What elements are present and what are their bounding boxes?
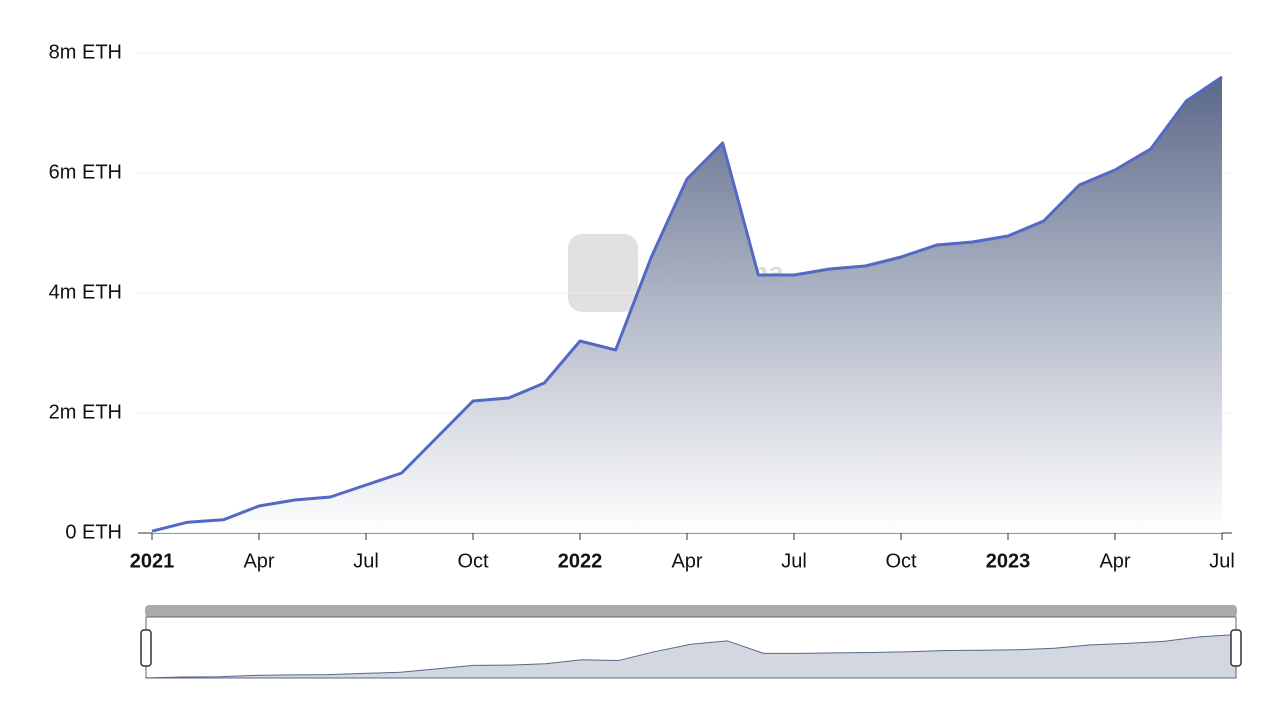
x-tick-label: Apr: [243, 550, 274, 572]
x-tick-label: Apr: [671, 550, 702, 572]
x-tick-label: Jul: [353, 550, 379, 572]
x-tick-label: Apr: [1099, 550, 1130, 572]
y-tick-label: 4m ETH: [49, 281, 122, 303]
x-tick-label: Jul: [781, 550, 807, 572]
area-fill: [152, 77, 1222, 533]
x-tick-label: 2023: [986, 550, 1031, 572]
x-tick-label: 2022: [558, 550, 603, 572]
navigator-bar[interactable]: [145, 605, 1237, 617]
y-tick-label: 6m ETH: [49, 161, 122, 183]
y-tick-label: 2m ETH: [49, 401, 122, 423]
x-tick-label: Oct: [457, 550, 489, 572]
navigator-handle[interactable]: [140, 629, 152, 667]
line: [151, 75, 1223, 533]
y-tick-label: 8m ETH: [49, 41, 122, 63]
y-tick-label: 0 ETH: [65, 521, 122, 543]
x-tick-label: Jul: [1209, 550, 1235, 572]
navigator-area: [145, 634, 1237, 679]
x-tick-label: Oct: [885, 550, 917, 572]
x-tick-label: 2021: [130, 550, 175, 572]
navigator-handle[interactable]: [1230, 629, 1242, 667]
